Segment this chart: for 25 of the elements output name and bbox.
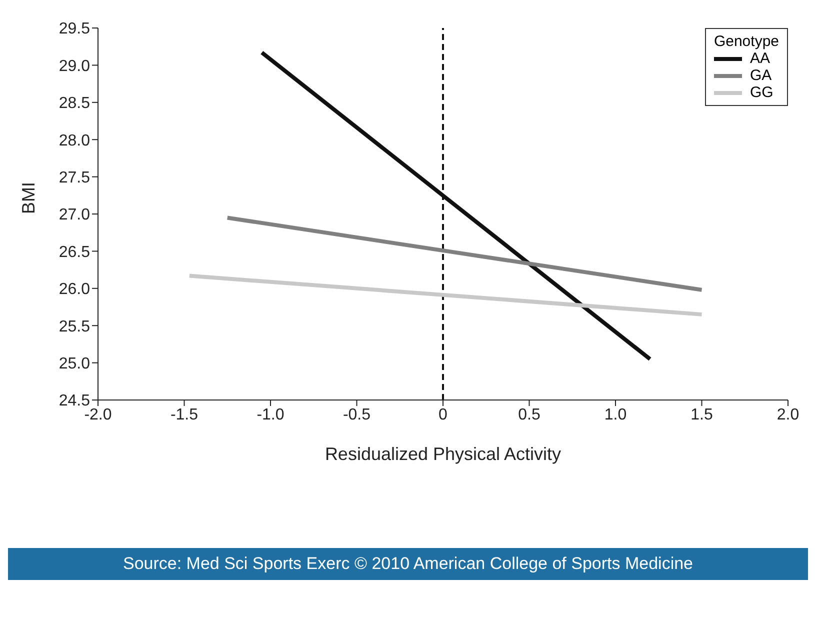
source-note: Source: Med Sci Sports Exerc © 2010 American College of Sports Medicine bbox=[8, 548, 808, 580]
y-tick-label: 29.0 bbox=[58, 58, 90, 75]
y-tick-label: 27.5 bbox=[58, 169, 90, 186]
legend-label: GG bbox=[750, 84, 774, 101]
y-axis-title: BMI bbox=[18, 182, 38, 214]
y-tick-label: 26.5 bbox=[58, 244, 90, 261]
x-tick-label: 0.5 bbox=[518, 406, 540, 424]
y-tick-label: 28.0 bbox=[58, 132, 90, 150]
x-tick-label: 0 bbox=[438, 406, 448, 424]
y-tick-label: 29.5 bbox=[58, 20, 90, 38]
y-tick-label: 25.5 bbox=[58, 318, 90, 336]
y-tick-label: 26.0 bbox=[58, 281, 90, 298]
x-tick-label: 1.0 bbox=[604, 406, 627, 424]
y-tick-label: 28.5 bbox=[58, 95, 90, 112]
y-tick-label: 25.0 bbox=[58, 355, 90, 372]
legend-label: AA bbox=[750, 50, 770, 67]
x-tick-label: -1.0 bbox=[256, 406, 284, 424]
x-tick-label: -1.5 bbox=[170, 406, 198, 424]
x-tick-label: 1.5 bbox=[690, 406, 713, 424]
legend-label: GA bbox=[750, 67, 772, 84]
x-axis-title: Residualized Physical Activity bbox=[324, 444, 562, 464]
x-tick-label: 2.0 bbox=[776, 406, 800, 424]
legend-title: Genotype bbox=[714, 33, 779, 50]
y-tick-label: 27.0 bbox=[58, 206, 90, 224]
x-tick-label: -0.5 bbox=[342, 406, 371, 424]
